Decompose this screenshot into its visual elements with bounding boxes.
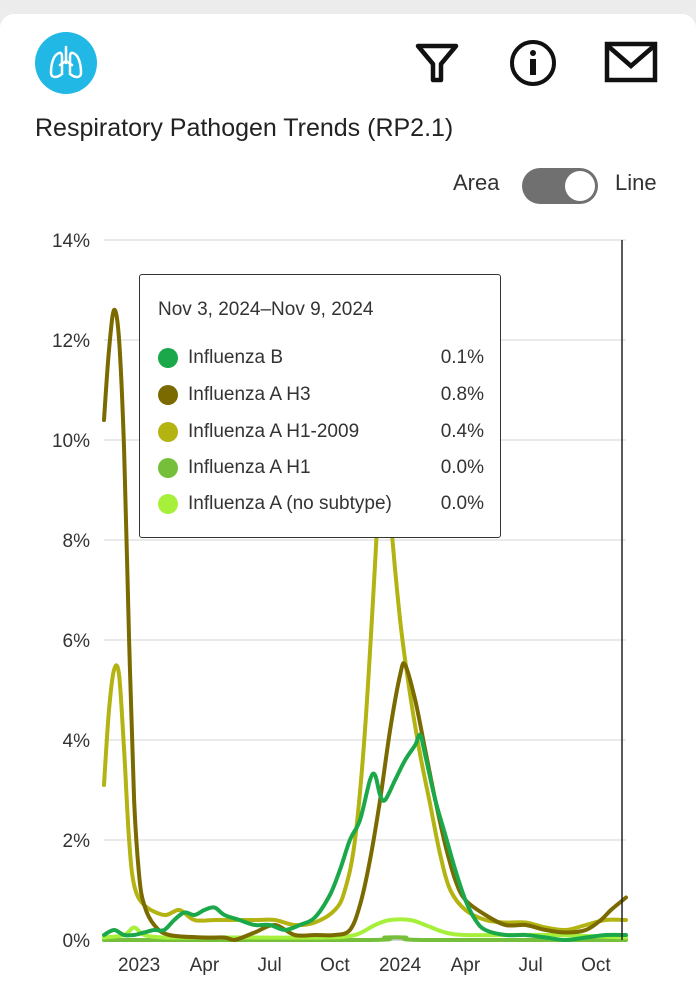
x-tick-label: Jul	[257, 955, 281, 976]
trend-chart[interactable]: 0% 2% 4% 6% 8% 10% 12% 14% 2023 Apr Jul Oct 2024 Apr J…	[0, 220, 696, 1000]
filter-icon[interactable]	[412, 38, 462, 88]
series-line-influenza-b	[102, 732, 628, 942]
page-title: Respiratory Pathogen Trends (RP2.1)	[35, 114, 454, 142]
tooltip-row-influenza-b: Influenza B 0.1%	[158, 345, 484, 371]
y-tick-label: 8%	[63, 531, 91, 552]
mail-icon[interactable]	[604, 38, 658, 88]
y-tick-label: 0%	[63, 931, 91, 952]
tooltip-row-influenza-a-h3: Influenza A H3 0.8%	[158, 382, 484, 408]
chart-tooltip: Nov 3, 2024–Nov 9, 2024 Influenza B 0.1%…	[139, 274, 501, 538]
y-tick-label: 2%	[63, 831, 91, 852]
tooltip-date: Nov 3, 2024–Nov 9, 2024	[158, 299, 374, 320]
legend-dot	[158, 494, 178, 514]
line-label[interactable]: Line	[615, 170, 657, 195]
tooltip-series-name: Influenza B	[188, 347, 284, 368]
info-icon[interactable]	[508, 38, 558, 88]
x-tick-label: Oct	[581, 955, 611, 976]
x-tick-label: 2024	[379, 955, 422, 976]
tooltip-series-value: 0.1%	[440, 347, 484, 368]
x-tick-label: Apr	[190, 955, 220, 976]
tooltip-row-influenza-a-h1-2009: Influenza A H1-2009 0.4%	[158, 419, 484, 445]
y-tick-label: 14%	[52, 231, 90, 252]
x-tick-label: Apr	[451, 955, 481, 976]
tooltip-row-influenza-a-h1: Influenza A H1 0.0%	[158, 455, 484, 481]
tooltip-series-value: 0.0%	[440, 457, 484, 478]
area-label[interactable]: Area	[453, 170, 500, 195]
lungs-icon[interactable]	[35, 32, 97, 94]
series-line-influenza-a-h3	[102, 307, 628, 942]
y-tick-label: 12%	[52, 331, 90, 352]
legend-dot	[158, 385, 178, 405]
series-line-influenza-a-h1	[102, 935, 628, 943]
x-tick-label: Oct	[320, 955, 350, 976]
tooltip-series-name: Influenza A H3	[188, 384, 311, 405]
legend-dot	[158, 458, 178, 478]
legend-dot	[158, 348, 178, 368]
y-tick-label: 6%	[63, 631, 91, 652]
tooltip-series-value: 0.8%	[440, 384, 484, 405]
tooltip-series-value: 0.0%	[440, 493, 484, 514]
view-toggle-group: Area Line	[450, 168, 680, 204]
legend-dot	[158, 422, 178, 442]
x-tick-label: Jul	[518, 955, 542, 976]
series-line-influenza-a-h1-2009	[102, 416, 628, 933]
tooltip-series-name: Influenza A H1-2009	[188, 421, 360, 442]
toggle-knob[interactable]	[565, 171, 595, 201]
x-tick-label: 2023	[118, 955, 160, 976]
tooltip-series-value: 0.4%	[440, 421, 484, 442]
tooltip-series-name: Influenza A (no subtype)	[188, 493, 392, 514]
area-line-toggle[interactable]	[522, 168, 598, 204]
tooltip-row-influenza-a-no-subtype: Influenza A (no subtype) 0.0%	[158, 491, 484, 517]
series-line-influenza-a-no-subtype	[102, 917, 628, 940]
y-tick-label: 10%	[52, 431, 90, 452]
tooltip-series-name: Influenza A H1	[188, 457, 311, 478]
y-tick-label: 4%	[63, 731, 91, 752]
